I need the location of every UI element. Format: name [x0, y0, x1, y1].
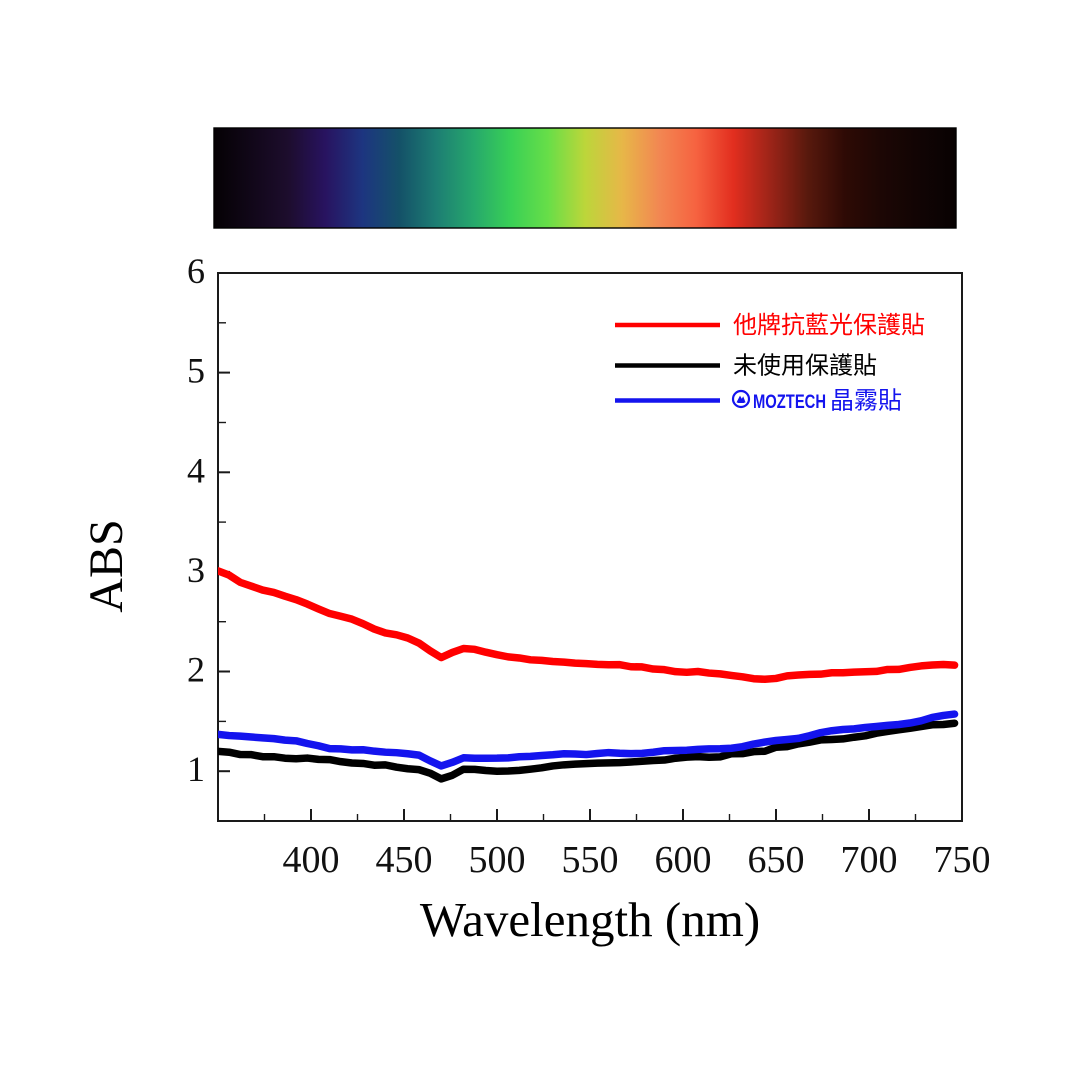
- svg-text:他牌抗藍光保護貼: 他牌抗藍光保護貼: [733, 312, 925, 339]
- svg-text:未使用保護貼: 未使用保護貼: [733, 353, 877, 380]
- svg-text:750: 750: [934, 839, 991, 881]
- svg-text:2: 2: [187, 650, 205, 690]
- svg-text:500: 500: [469, 839, 526, 881]
- svg-text:550: 550: [562, 839, 619, 881]
- svg-text:5: 5: [187, 351, 205, 391]
- svg-text:晶霧貼: 晶霧貼: [830, 388, 902, 415]
- svg-text:650: 650: [748, 839, 805, 881]
- svg-text:700: 700: [841, 839, 898, 881]
- svg-text:MOZTECH: MOZTECH: [753, 392, 826, 413]
- svg-text:3: 3: [187, 550, 205, 590]
- svg-text:ABS: ABS: [80, 519, 133, 612]
- svg-text:1: 1: [187, 749, 205, 789]
- svg-text:Wavelength (nm): Wavelength (nm): [420, 892, 760, 947]
- svg-text:600: 600: [655, 839, 712, 881]
- svg-text:450: 450: [376, 839, 433, 881]
- svg-text:6: 6: [187, 251, 205, 291]
- svg-text:4: 4: [187, 450, 205, 490]
- svg-text:400: 400: [283, 839, 340, 881]
